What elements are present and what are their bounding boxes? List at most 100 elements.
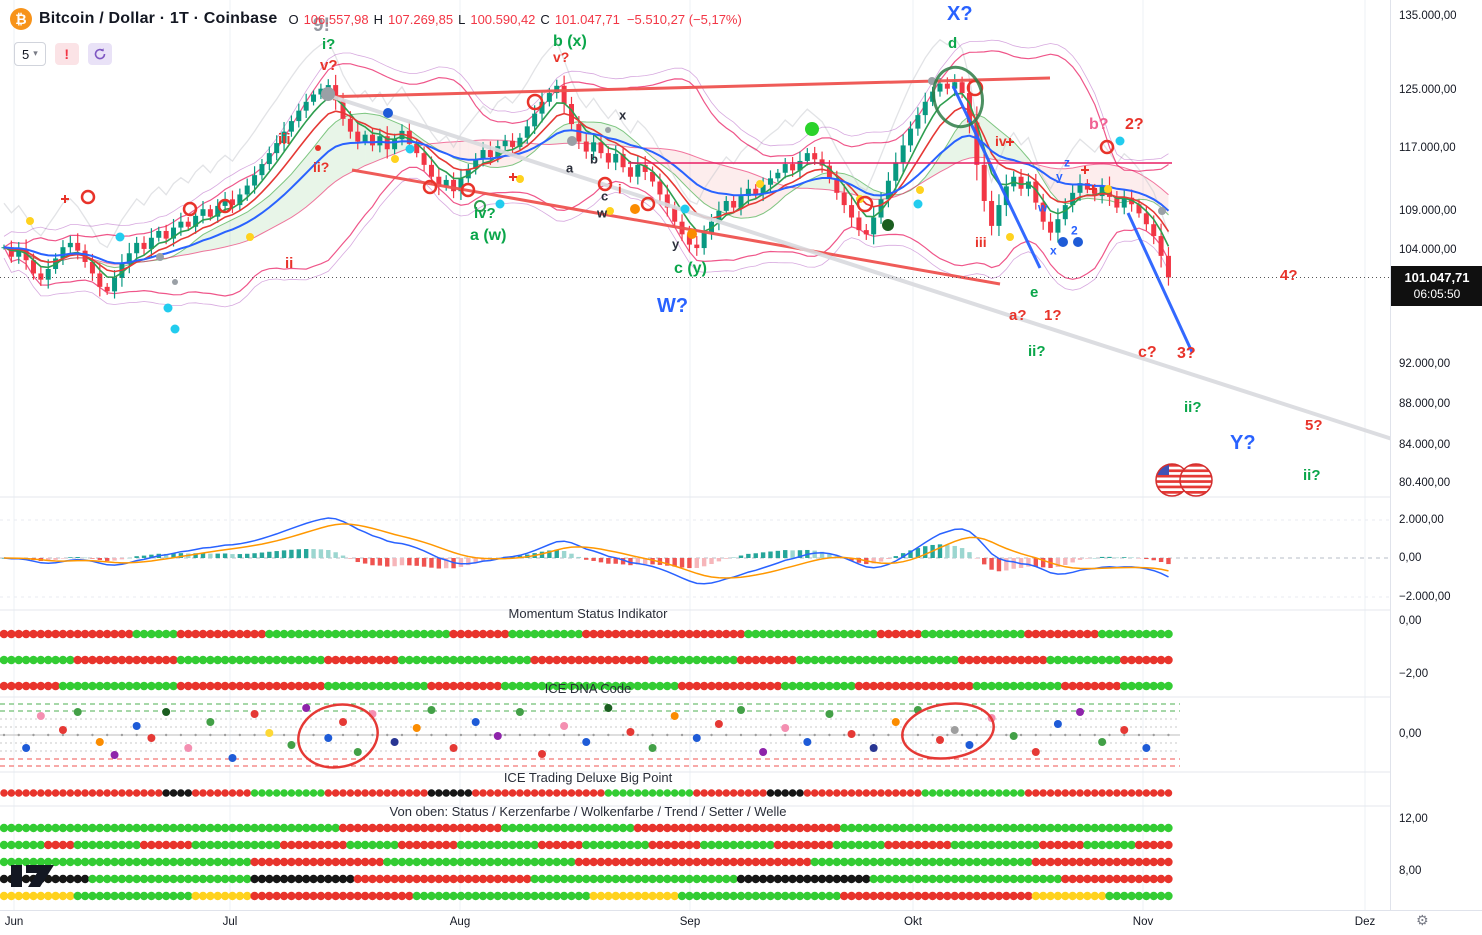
price-axis-label: 88.000,00 <box>1399 398 1451 410</box>
current-price-badge: 101.047,71 06:05:50 <box>1391 266 1482 306</box>
momentum-pane <box>0 629 1173 691</box>
bigpoint-pane-title[interactable]: ICE Trading Deluxe Big Point <box>503 770 673 785</box>
wave-annotation: 1? <box>1044 307 1062 324</box>
vonoben-pane <box>0 823 1173 901</box>
wave-annotation: c? <box>1138 344 1157 361</box>
symbol-title[interactable]: Bitcoin / Dollar · 1T · Coinbase <box>39 10 278 27</box>
macd-pane <box>0 517 1390 598</box>
wave-annotation: a? <box>1009 307 1027 324</box>
price-axis-label: 0,00 <box>1399 552 1422 564</box>
wave-annotation: X? <box>947 3 973 25</box>
dna-pane <box>0 702 1180 769</box>
time-axis-label: Nov <box>1132 916 1154 928</box>
price-axis-label: 135.000,00 <box>1399 10 1457 22</box>
price-axis-label: 117.000,00 <box>1399 142 1456 154</box>
wave-annotation: Y? <box>1230 432 1256 454</box>
high-value: 107.269,85 <box>388 11 454 27</box>
close-value: 101.047,71 <box>554 11 620 27</box>
interval-dropdown[interactable]: 5 ▾ <box>14 42 46 66</box>
wave-annotation: ii? <box>1303 467 1321 484</box>
moving-averages <box>3 92 1170 279</box>
wave-annotation: iii <box>278 131 291 148</box>
gridlines <box>0 0 1390 910</box>
wave-annotation: z <box>1064 156 1070 170</box>
current-price: 101.047,71 <box>1404 270 1470 286</box>
wave-annotation: y <box>672 236 680 251</box>
open-value: 106.557,98 <box>303 11 369 27</box>
symbol-header: ₿ Bitcoin / Dollar · 1T · Coinbase O 106.… <box>10 8 742 30</box>
interval-label: 5 <box>22 46 30 62</box>
wave-annotation: x <box>1050 244 1057 258</box>
wave-annotation: iv <box>995 133 1007 149</box>
us-flag-badge <box>1155 463 1213 497</box>
time-axis-label: Sep <box>679 916 701 928</box>
wave-annotation: a (w) <box>470 227 506 244</box>
ghost-line <box>3 37 1170 249</box>
wave-annotation: i <box>618 181 622 196</box>
time-axis-label: Aug <box>449 916 471 928</box>
axis-settings-gear-icon[interactable]: ⚙ <box>1416 913 1429 929</box>
dna-pane-title[interactable]: ICE DNA Code <box>544 681 632 696</box>
price-axis-label: 109.000,00 <box>1399 205 1457 217</box>
wave-annotation: ii? <box>1184 399 1202 416</box>
vonoben-pane-title[interactable]: Von oben: Status / Kerzenfarbe / Wolkenf… <box>389 804 787 819</box>
wave-annotation: ii? <box>313 159 329 175</box>
wave-annotation: d <box>948 35 957 52</box>
wave-annotation: b <box>590 151 598 166</box>
price-axis-label: −2.000,00 <box>1399 591 1451 603</box>
wave-annotation: v? <box>553 49 569 65</box>
high-label: H <box>373 11 384 27</box>
wave-annotation: x <box>619 107 627 122</box>
price-axis-label: −2,00 <box>1399 668 1429 680</box>
wave-annotation: 2 <box>1071 224 1078 238</box>
wave-annotation: 4? <box>1280 267 1298 284</box>
wave-annotation: i? <box>322 36 335 53</box>
time-axis-label: Okt <box>904 916 922 928</box>
wave-annotation: y <box>1056 170 1063 184</box>
wave-annotation: ii <box>285 255 293 272</box>
open-label: O <box>288 11 299 27</box>
price-axis-label: 12,00 <box>1399 813 1428 825</box>
price-axis[interactable]: 101.047,71 06:05:50 135.000,00 125.000,00… <box>1390 0 1482 910</box>
warning-button[interactable]: ! <box>54 43 79 65</box>
wave-annotation: c <box>601 188 608 203</box>
price-axis-label: 0,00 <box>1399 728 1422 740</box>
low-label: L <box>458 11 466 27</box>
wave-annotation: 2? <box>1125 116 1144 133</box>
wave-annotation: ii? <box>1028 343 1046 360</box>
price-axis-label: 80.400,00 <box>1399 477 1451 489</box>
price-axis-label: 104.000,00 <box>1399 244 1457 256</box>
wave-annotation: W? <box>657 295 688 317</box>
price-axis-label: 84.000,00 <box>1399 439 1451 451</box>
wave-annotation: w <box>596 205 608 220</box>
wave-annotation: 5? <box>1305 417 1323 434</box>
refresh-button[interactable] <box>87 43 112 65</box>
close-label: C <box>540 11 550 27</box>
refresh-icon <box>94 48 106 60</box>
warning-label: ! <box>64 46 70 62</box>
wave-annotation: 3? <box>1177 345 1196 362</box>
tradingview-logo[interactable] <box>10 858 58 892</box>
wave-annotation: a <box>566 160 574 175</box>
ohlc-readout: O 106.557,98 H 107.269,85 L 100.590,42 C 101… <box>288 12 741 27</box>
bar-countdown: 06:05:50 <box>1413 286 1461 301</box>
wave-annotation: iii <box>975 234 987 250</box>
low-value: 100.590,42 <box>470 11 536 27</box>
wave-annotation: w <box>1037 201 1048 215</box>
momentum-pane-title[interactable]: Momentum Status Indikator <box>508 606 668 621</box>
wave-annotation: c (y) <box>674 260 707 277</box>
price-axis-label: 125.000,00 <box>1399 84 1457 96</box>
chart-toolbar: 5 ▾ ! <box>14 42 112 66</box>
time-axis-label: Jul <box>222 916 238 928</box>
bitcoin-icon: ₿ <box>10 8 32 30</box>
bollinger-bands <box>3 39 1170 308</box>
wave-annotation: 9! <box>313 15 330 36</box>
wave-annotation: e <box>1030 284 1038 301</box>
price-axis-label: 8,00 <box>1399 865 1422 877</box>
time-axis-label: Jun <box>4 916 24 928</box>
bigpoint-pane <box>0 789 1173 797</box>
time-axis[interactable]: ⚙ Jun Jul Aug Sep Okt Nov Dez <box>0 910 1482 935</box>
